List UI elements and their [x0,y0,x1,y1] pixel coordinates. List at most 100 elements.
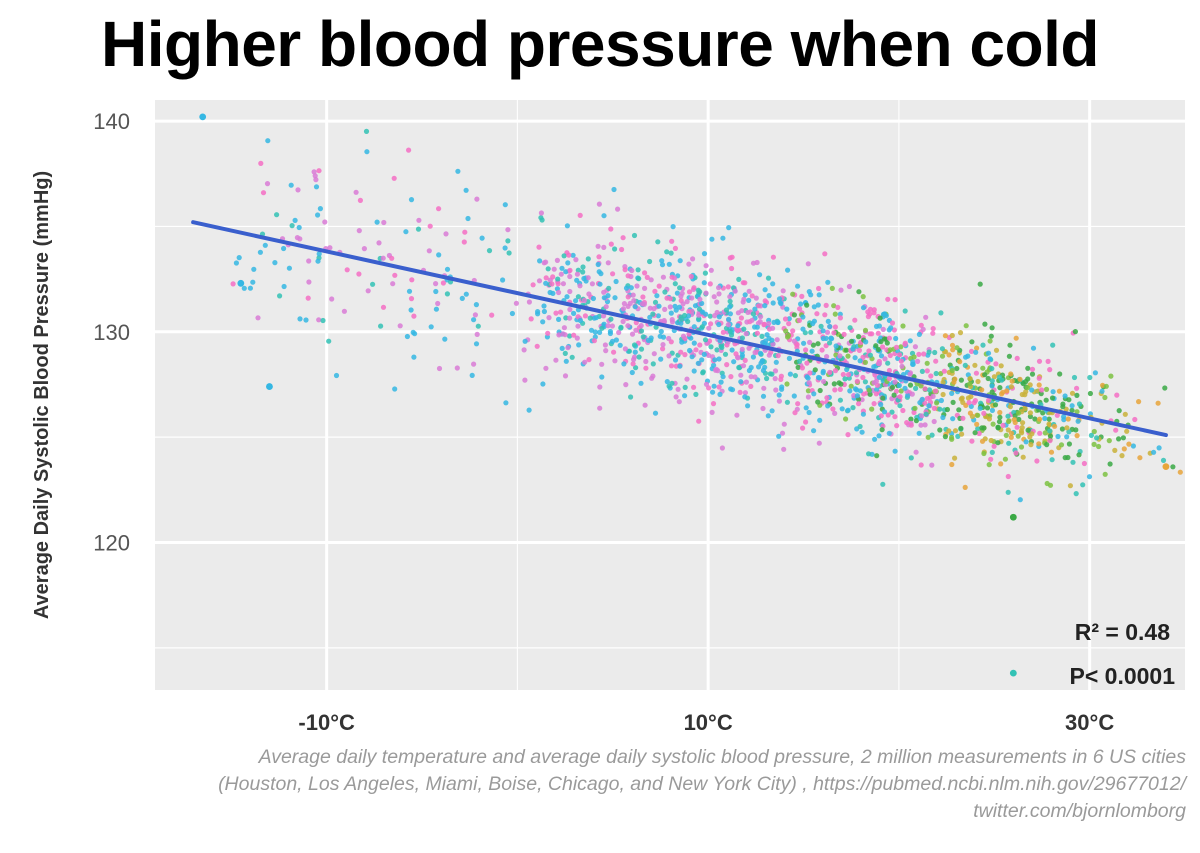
scatter-point [989,449,995,455]
scatter-point [230,281,236,287]
scatter-point [773,359,779,365]
scatter-point [673,307,679,313]
scatter-point [774,337,780,343]
scatter-point [440,280,446,286]
scatter-point [410,329,416,335]
scatter-point [742,280,748,286]
scatter-point [946,352,952,358]
scatter-point [928,373,934,379]
scatter-point [871,307,877,313]
scatter-point [660,342,666,348]
scatter-point [645,337,652,343]
scatter-point [622,346,629,352]
scatter-point [627,300,633,306]
scatter-point [752,306,758,312]
scatter-point [734,328,741,334]
scatter-point [561,325,568,331]
scatter-point [588,327,595,333]
scatter-point [817,387,823,394]
scatter-point [609,323,616,329]
scatter-point [647,258,653,265]
scatter-point [791,338,798,344]
scatter-point [962,362,968,368]
scatter-point [1042,430,1048,436]
scatter-point [658,356,664,362]
scatter-point [819,347,825,353]
scatter-point [1062,455,1068,461]
scatter-point [707,313,713,319]
scatter-point [766,352,772,358]
scatter-point [967,381,973,387]
y-tick-labels: 120 130 140 [93,109,130,555]
scatter-point [1000,422,1006,428]
scatter-point [633,327,639,333]
scatter-point [1122,411,1128,417]
scatter-point [611,349,617,355]
scatter-point [1069,407,1075,413]
scatter-point [1069,403,1075,409]
scatter-point [596,201,603,207]
scatter-point [608,316,614,322]
scatter-point [832,410,838,416]
scatter-point [1005,489,1011,495]
scatter-point [766,293,772,299]
scatter-point [822,312,828,318]
scatter-point [873,391,879,397]
scatter-point [761,385,767,391]
scatter-point [582,313,589,319]
scatter-point [540,381,546,387]
scatter-point [872,436,878,442]
scatter-point [766,321,772,327]
scatter-point [897,403,903,409]
scatter-point [799,365,806,371]
scatter-point [847,325,853,331]
scatter-point [1047,428,1053,434]
scatter-point [716,285,722,291]
scatter-point [563,269,569,275]
scatter-point [804,374,810,380]
scatter-point [668,310,674,316]
scatter-point [613,337,620,343]
scatter-point [664,249,670,255]
scatter-point [862,327,869,333]
scatter-chart: 120 130 140 -10°C 10°C 30°C Average Daily Sy… [31,100,1185,735]
scatter-point [404,333,410,340]
scatter-point [854,393,861,399]
scatter-point [811,391,817,397]
scatter-point [601,244,607,250]
scatter-point [668,363,675,369]
scatter-point [475,323,481,329]
scatter-point [921,351,927,357]
scatter-point [742,292,748,298]
scatter-point [878,353,885,359]
scatter-point [390,281,396,287]
scatter-point [556,289,562,296]
scatter-point [758,314,764,320]
scatter-point [800,314,806,320]
scatter-point [576,342,582,348]
scatter-point [893,344,900,350]
scatter-point [262,242,268,248]
scatter-point [809,348,815,354]
x-tick-labels: -10°C 10°C 30°C [298,710,1114,735]
scatter-point [827,323,833,330]
scatter-point [979,425,985,431]
scatter-point [541,308,548,315]
scatter-point [729,254,735,260]
scatter-point [822,251,828,257]
scatter-point [545,330,551,336]
scatter-point [996,374,1003,380]
scatter-point [882,311,888,317]
scatter-point [989,325,995,331]
scatter-point [900,407,906,414]
scatter-point [969,339,975,345]
scatter-point [1040,410,1046,416]
scatter-point [1037,430,1043,436]
scatter-point [1102,394,1108,401]
scatter-point [1025,365,1031,371]
scatter-point [522,338,528,344]
scatter-point [820,335,826,342]
scatter-point [975,412,981,418]
scatter-point [699,324,706,330]
scatter-point [955,433,961,439]
